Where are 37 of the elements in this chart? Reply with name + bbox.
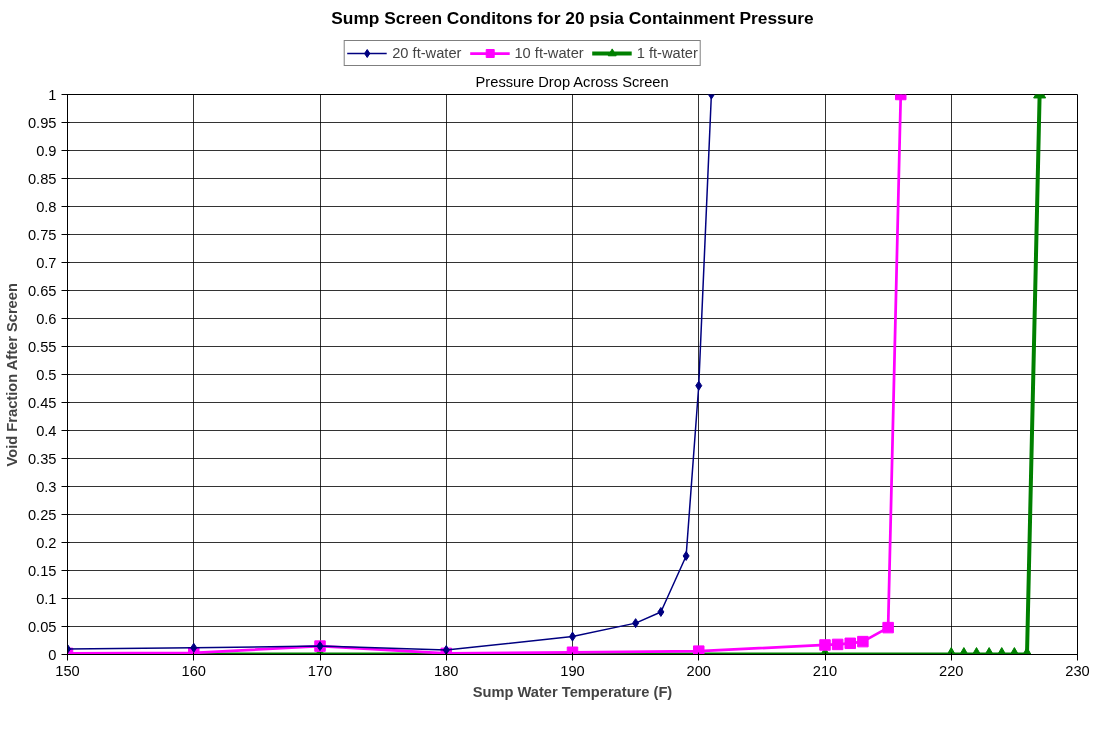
y-tick-label: 0.6 <box>36 310 57 327</box>
y-tick-label: 0.65 <box>27 282 57 299</box>
legend-label: 10 ft-water <box>514 45 584 61</box>
y-tick-label: 0.9 <box>36 142 57 159</box>
y-tick-label: 0.15 <box>27 562 57 579</box>
y-tick-label: 0.75 <box>27 226 57 243</box>
x-tick-label: 160 <box>181 662 206 679</box>
y-tick-label: 0.5 <box>36 366 57 383</box>
x-tick-label: 150 <box>55 662 80 679</box>
x-tick-label: 210 <box>812 662 838 679</box>
y-axis-title: Void Fraction After Screen <box>3 283 20 467</box>
y-tick-label: 0.7 <box>36 254 57 271</box>
x-axis-title: Sump Water Temperature (F) <box>472 683 673 700</box>
y-tick-label: 0.4 <box>36 422 57 439</box>
chart-title: Sump Screen Conditons for 20 psia Containment Pressure <box>331 7 815 28</box>
x-tick-label: 230 <box>1065 662 1090 679</box>
y-tick-label: 0.35 <box>27 450 57 467</box>
y-tick-label: 0.8 <box>36 198 57 215</box>
legend-label: 20 ft-water <box>392 45 462 61</box>
x-tick-label: 170 <box>307 662 333 679</box>
y-tick-label: 0.2 <box>36 534 57 551</box>
y-tick-label: 0.55 <box>27 338 57 355</box>
x-tick-label: 220 <box>939 662 964 679</box>
y-tick-label: 0.45 <box>27 394 57 411</box>
y-tick-label: 0 <box>48 646 57 663</box>
x-tick-label: 200 <box>686 662 711 679</box>
y-tick-label: 0.95 <box>27 114 57 131</box>
y-tick-label: 0.25 <box>27 506 57 523</box>
chart-subtitle: Pressure Drop Across Screen <box>475 73 669 90</box>
y-tick-label: 0.85 <box>27 170 57 187</box>
y-tick-label: 1 <box>48 86 57 103</box>
x-tick-label: 180 <box>434 662 459 679</box>
legend-label: 1 ft-water <box>636 45 698 61</box>
y-tick-label: 0.3 <box>36 478 57 495</box>
y-tick-label: 0.05 <box>27 618 57 635</box>
x-tick-label: 190 <box>560 662 585 679</box>
y-tick-label: 0.1 <box>36 590 57 607</box>
